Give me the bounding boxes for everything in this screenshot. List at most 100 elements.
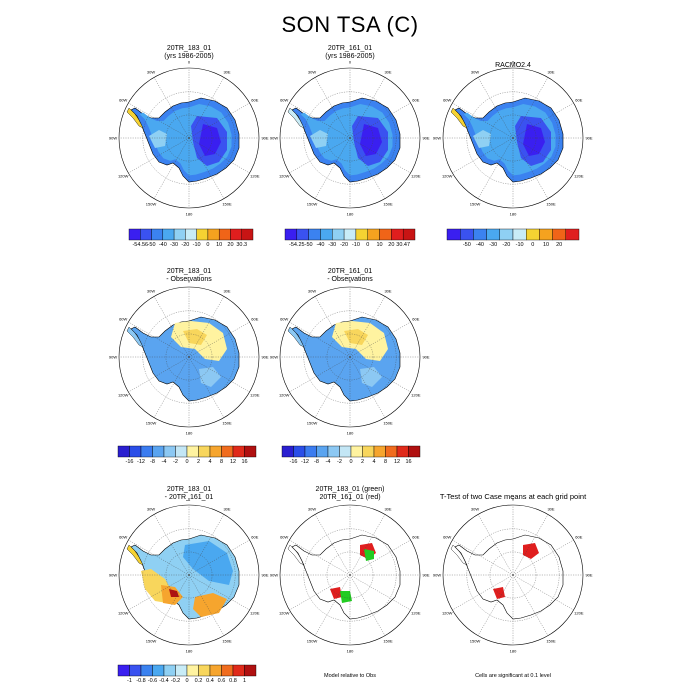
colorbar-tick-label: -20 — [502, 242, 511, 248]
meridian-line — [452, 539, 514, 576]
longitude-label: 0 — [512, 60, 515, 65]
colorbar-tick-label: 0.2 — [194, 678, 203, 684]
colorbar-swatch — [129, 664, 142, 677]
longitude-label: 120E — [250, 611, 260, 616]
antarctica-outline — [454, 534, 564, 620]
colorbar-swatch — [355, 228, 368, 241]
colorbar-tick-label: 0 — [349, 459, 353, 465]
longitude-label: 90E — [261, 573, 268, 578]
meridian-line — [128, 321, 190, 358]
longitude-label: 0 — [349, 60, 352, 65]
longitude-label: 30W — [471, 70, 479, 75]
colorbar-swatch — [162, 228, 175, 241]
colorbar-cb5 — [281, 445, 421, 458]
colorbar-swatch — [396, 445, 409, 458]
longitude-label: 90E — [585, 573, 592, 578]
meridian-line — [477, 137, 514, 199]
colorbar-tick-label: -8 — [314, 459, 319, 465]
significant-red-cells-west — [330, 587, 342, 599]
longitude-label: 30E — [384, 289, 391, 294]
colorbar-swatch — [186, 445, 199, 458]
longitude-label: 30W — [308, 70, 316, 75]
longitude-label: 90E — [585, 136, 592, 141]
latitude-circle — [489, 114, 537, 162]
colorbar-swatch — [209, 445, 222, 458]
panel-title-ttest: T-Test of two Case means at each grid po… — [393, 493, 633, 501]
longitude-label: 60W — [443, 535, 451, 540]
colorbar-tick-label: 16 — [241, 459, 248, 465]
colorbar-swatch — [175, 664, 188, 677]
meridian-line — [289, 539, 351, 576]
longitude-label: 60E — [251, 98, 258, 103]
panel-title-line: - 20TR_161_01 — [164, 493, 214, 501]
colorbar-swatch — [218, 228, 231, 241]
meridian-line — [188, 296, 225, 358]
meridian-line — [188, 137, 225, 199]
longitude-label: 150E — [383, 420, 393, 425]
meridian-line — [512, 137, 549, 199]
panel-title-line: RACMO2.4 — [495, 62, 531, 69]
colorbar-cb3 — [446, 228, 580, 241]
meridian-line — [349, 137, 411, 174]
colorbar-swatch — [232, 664, 245, 677]
panel-title-161-abs: 20TR_161_01 (yrs 1986-2005) — [280, 45, 420, 60]
colorbar-tick-label: 10 — [376, 242, 383, 248]
colorbar-tick-label: 20 — [556, 242, 563, 248]
colorbar-swatch — [304, 445, 317, 458]
latitude-circle — [326, 551, 374, 599]
colorbar-tick-label: 16 — [405, 459, 412, 465]
note-significance: Cells are significant at 0.1 level — [475, 673, 551, 679]
peninsula-zone — [287, 107, 305, 129]
meridian-line — [349, 539, 411, 576]
longitude-label: 90E — [422, 355, 429, 360]
colorbar-tick-label: -10 — [351, 242, 360, 248]
meridian-line — [289, 102, 351, 139]
colorbar-tick-label: 30.3 — [236, 242, 248, 248]
longitude-label: 30E — [223, 507, 230, 512]
longitude-label: 90E — [422, 136, 429, 141]
meridian-line — [314, 574, 351, 636]
longitude-label: 90W — [109, 573, 117, 578]
meridian-line — [128, 574, 190, 611]
max-positive-diff-zone — [169, 589, 179, 597]
panel-title-line: - Observations — [166, 275, 212, 283]
meridian-line — [512, 77, 549, 139]
panel-title-line: 20TR_183_01 (green) — [315, 486, 385, 493]
map-panel-p21: 0 30E 60E 90E 120E 150E 180 150W 120W 90W 60W 30W — [109, 279, 269, 436]
meridian-line — [128, 102, 190, 139]
meridian-line — [349, 356, 386, 418]
peninsula-zone — [287, 326, 305, 348]
colorbar-swatch — [151, 228, 164, 241]
colorbar-swatch — [163, 664, 176, 677]
longitude-label: 150W — [470, 638, 481, 643]
meridian-line — [188, 574, 225, 636]
colorbar-tick-label: 2 — [360, 459, 365, 465]
map-panel-p22: 0 30E 60E 90E 120E 150E 180 150W 120W 90W 60W 30W — [270, 279, 430, 436]
colorbar-swatch — [140, 228, 152, 241]
colorbar-swatch — [128, 228, 141, 241]
meridian-line — [349, 356, 411, 393]
meridian-line — [188, 102, 250, 139]
latitude-circle — [489, 551, 537, 599]
panel-title-line: 20TR_161_01 — [327, 45, 373, 52]
map-panel-p33: 0 30E 60E 90E 120E 150E 180 150W 120W 90W 60W 30W — [433, 497, 593, 654]
longitude-label: 90W — [433, 573, 441, 578]
longitude-label: 90E — [261, 136, 268, 141]
longitude-label: 150W — [146, 638, 157, 643]
colorbar-tick-label: 20 — [227, 242, 234, 248]
meridian-line — [128, 539, 190, 576]
panel-title-line: - Observations — [327, 275, 373, 283]
colorbar-swatch — [486, 228, 501, 241]
ice-shelf-warm-zone — [310, 130, 328, 148]
longitude-label: 120W — [442, 611, 453, 616]
colorbar-tick-label: -40 — [476, 242, 484, 248]
meridian-line — [153, 77, 190, 139]
colorbar-swatch — [327, 445, 340, 458]
panel-title-diff: 20TR_183_01- 20TR_161_01 — [119, 486, 259, 501]
longitude-label: 60E — [412, 98, 419, 103]
meridian-line — [153, 574, 190, 636]
meridian-line — [188, 356, 250, 393]
meridian-line — [188, 574, 250, 611]
colorbar-swatch — [473, 228, 487, 241]
